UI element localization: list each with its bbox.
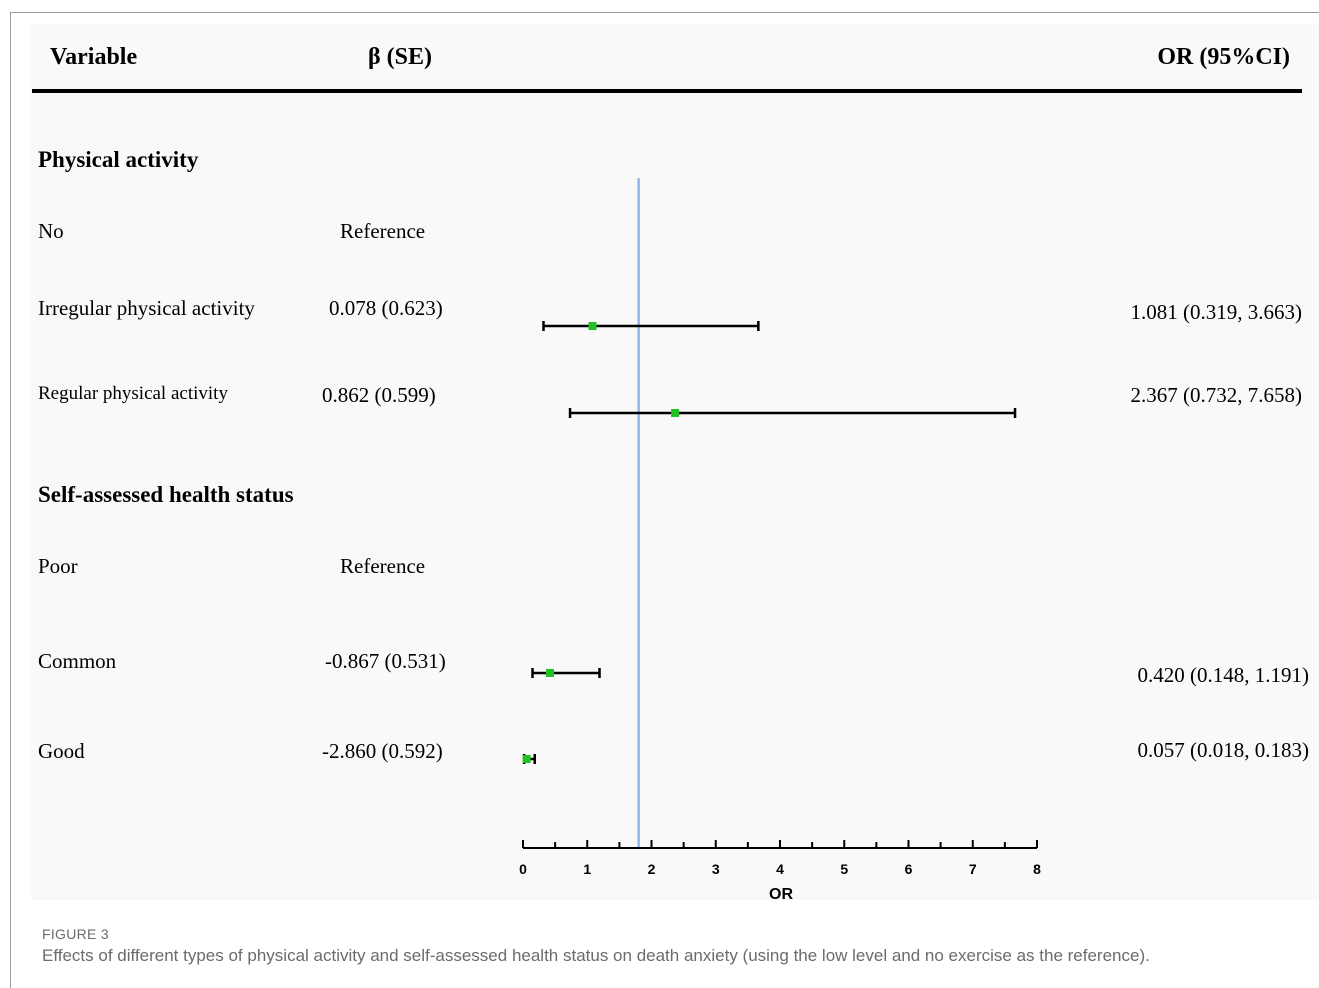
figure-caption: Effects of different types of physical a…: [42, 946, 1150, 965]
row-or-ci: 2.367 (0.732, 7.658): [1130, 383, 1303, 407]
row-or-ci: 0.420 (0.148, 1.191): [1137, 663, 1310, 687]
or-point: [522, 755, 531, 763]
x-tick-label: 5: [840, 861, 848, 877]
x-tick-label: 2: [648, 861, 656, 877]
or-point: [671, 409, 680, 417]
row-beta: -2.860 (0.592): [322, 739, 443, 763]
x-tick-label: 3: [712, 861, 720, 877]
row-beta: 0.078 (0.623): [329, 296, 443, 320]
figure-label: FIGURE 3: [42, 926, 109, 942]
header-variable: Variable: [50, 44, 138, 70]
forest-plot-figure: [31, 24, 1319, 900]
x-axis-label: OR: [769, 886, 793, 903]
section-title-physical-activity: Physical activity: [38, 147, 199, 172]
row-or-ci: 1.081 (0.319, 3.663): [1130, 300, 1303, 324]
row-label: Regular physical activity: [38, 383, 228, 404]
x-tick-label: 4: [776, 861, 784, 877]
or-point: [588, 322, 597, 330]
header-beta: β (SE): [368, 44, 432, 70]
row-beta: -0.867 (0.531): [325, 649, 446, 673]
x-tick-label: 6: [905, 861, 913, 877]
header-or: OR (95%CI): [1157, 44, 1290, 70]
row-beta: Reference: [340, 554, 426, 578]
row-beta: Reference: [340, 219, 426, 243]
row-label: Good: [38, 739, 85, 763]
section-title-health-status: Self-assessed health status: [38, 482, 294, 507]
row-label: Common: [38, 649, 117, 673]
row-label: Poor: [38, 554, 78, 578]
row-label: No: [38, 219, 64, 243]
x-tick-label: 0: [519, 861, 527, 877]
header-rule: [32, 89, 1302, 93]
x-tick-label: 8: [1033, 861, 1041, 877]
x-tick-label: 1: [583, 861, 591, 877]
x-tick-label: 7: [969, 861, 977, 877]
or-point: [545, 669, 554, 677]
row-label: Irregular physical activity: [38, 296, 255, 320]
figure-frame: [10, 12, 1319, 988]
row-beta: 0.862 (0.599): [322, 383, 436, 407]
row-or-ci: 0.057 (0.018, 0.183): [1137, 738, 1310, 762]
